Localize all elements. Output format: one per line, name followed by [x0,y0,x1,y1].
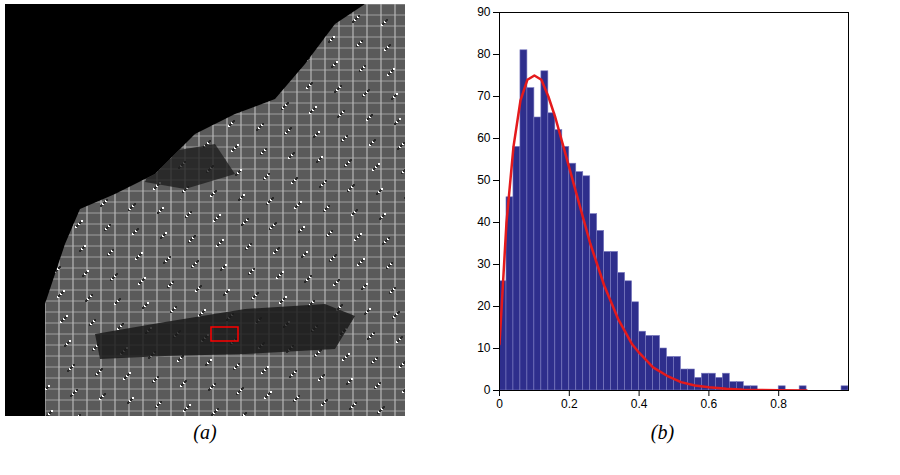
svg-text:0: 0 [496,397,503,411]
svg-text:40: 40 [477,215,491,229]
svg-text:60: 60 [477,131,491,145]
svg-text:20: 20 [477,299,491,313]
svg-text:0.6: 0.6 [701,397,718,411]
svg-text:0.8: 0.8 [770,397,787,411]
svg-text:80: 80 [477,47,491,61]
svg-text:10: 10 [477,341,491,355]
html-text:(b): (b) [650,421,675,443]
svg-text:0.4: 0.4 [631,397,648,411]
svg-text:70: 70 [477,89,491,103]
html-text:(a): (a) [193,421,217,443]
svg-text:0.2: 0.2 [561,397,578,411]
svg-text:50: 50 [477,173,491,187]
svg-text:30: 30 [477,257,491,271]
svg-text:0: 0 [484,383,491,397]
svg-text:90: 90 [477,5,491,19]
